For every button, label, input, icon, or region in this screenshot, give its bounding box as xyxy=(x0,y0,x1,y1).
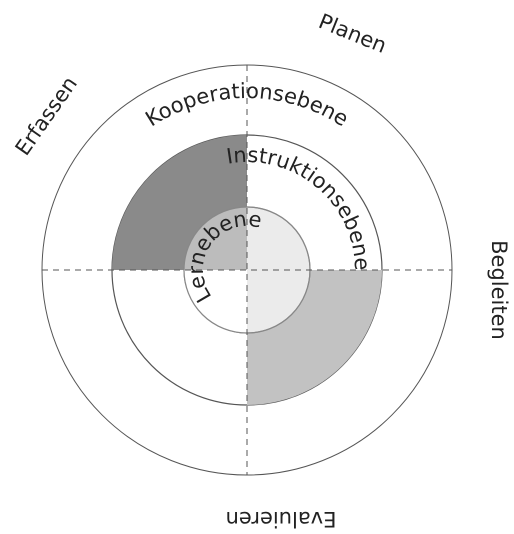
shapes xyxy=(41,64,453,476)
phase-label: Planen xyxy=(315,9,390,58)
phase-label: Evaluieren xyxy=(226,507,337,531)
phase-label: Begleiten xyxy=(487,240,511,340)
shaded-quadrant xyxy=(184,270,247,333)
shaded-quadrant xyxy=(184,207,247,270)
phase-label: Erfassen xyxy=(11,72,82,160)
